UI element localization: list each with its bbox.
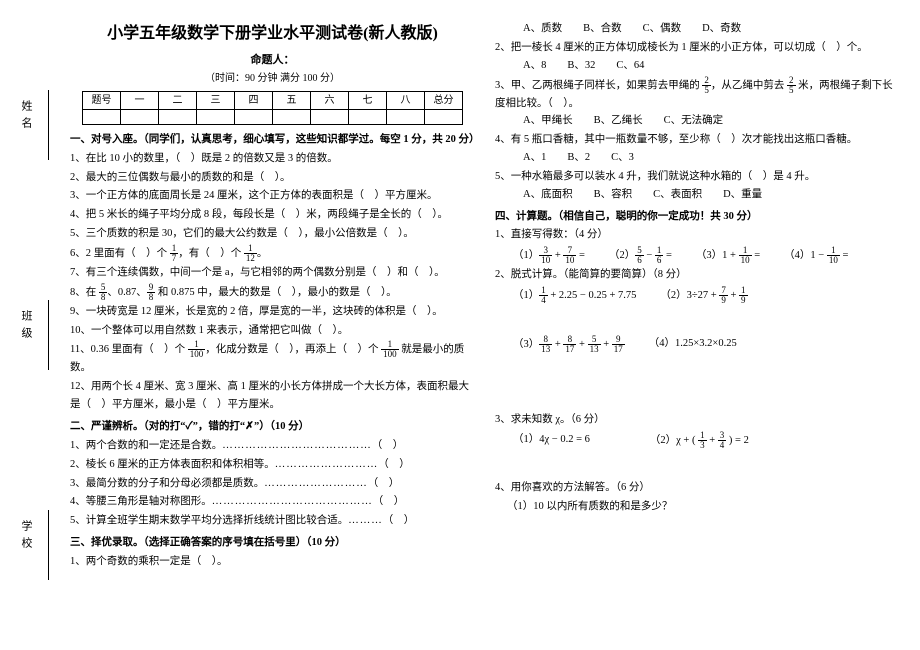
- s1-q9: 9、一块砖宽是 12 厘米，长是宽的 2 倍，厚是宽的一半，这块砖的体积是（ ）…: [70, 303, 475, 321]
- s2-q4: 4、等腰三角形是轴对称图形。……………………………………（ ）: [70, 493, 475, 511]
- s1-q2: 2、最大的三位偶数与最小的质数的和是（ ）。: [70, 169, 475, 187]
- s1-q5: 5、三个质数的积是 30，它们的最大公约数是（ ），最小公倍数是（ ）。: [70, 225, 475, 243]
- s3-q4: 4、有 5 瓶口香糖，其中一瓶数量不够，至少称（ ）次才能找出这瓶口香糖。: [495, 131, 900, 149]
- s4-p3-label: 3、求未知数 χ。（6 分）: [495, 411, 900, 429]
- s4-p2-2: （2）3÷27 + 79 + 19: [660, 286, 747, 305]
- s2-q2: 2、棱长 6 厘米的正方体表面积和体积相等。………………………（ ）: [70, 456, 475, 474]
- sidebar-label-class: 班级: [18, 310, 34, 344]
- score-header-row: 题号 一 二 三 四 五 六 七 八 总分: [83, 91, 463, 109]
- s4-p3-row: （1）4χ − 0.2 = 6 （2）χ + ( 13 + 34 ) = 2: [495, 431, 900, 450]
- s3-q4-opts: A、1 B、2 C、3: [495, 149, 900, 167]
- sidebar-label-name: 姓名: [18, 100, 34, 134]
- s1-q10: 10、一个整体可以用自然数 1 来表示，通常把它叫做（ ）。: [70, 322, 475, 340]
- th: 二: [159, 91, 197, 109]
- s3-q2: 2、把一棱长 4 厘米的正方体切成棱长为 1 厘米的小正方体，可以切成（ ）个。: [495, 39, 900, 57]
- sidebar-label-school: 学校: [18, 520, 34, 554]
- s4-p2-1: （1）14 + 2.25 − 0.25 + 7.75: [513, 286, 636, 305]
- s1-q11: 11、0.36 里面有（ ）个 1100，化成分数是（ ），再添上（ ）个 11…: [70, 340, 475, 377]
- s4-p1-3: （3）1 + 110 =: [696, 246, 760, 265]
- s4-p2a-row: （1）14 + 2.25 − 0.25 + 7.75 （2）3÷27 + 79 …: [495, 286, 900, 305]
- s1-q12: 12、用两个长 4 厘米、宽 3 厘米、高 1 厘米的小长方体拼成一个大长方体，…: [70, 378, 475, 414]
- th: 六: [311, 91, 349, 109]
- s1-q3: 3、一个正方体的底面周长是 24 厘米，这个正方体的表面积是（ ）平方厘米。: [70, 187, 475, 205]
- score-value-row: [83, 109, 463, 124]
- sidebar-line: [48, 90, 49, 160]
- section3-heading: 三、择优录取。（选择正确答案的序号填在括号里）（10 分）: [70, 534, 475, 552]
- s4-p2b-row: （3）813 + 817 + 513 + 917 （4）1.25×3.2×0.2…: [495, 335, 900, 354]
- s4-p1-row: （1）310 + 710 = （2）56 − 16 = （3）1 + 110 =…: [495, 246, 900, 265]
- s3-q2-opts: A、8 B、32 C、64: [495, 57, 900, 75]
- section4-heading: 四、计算题。（相信自己，聪明的你一定成功！共 30 分）: [495, 208, 900, 226]
- binding-sidebar: 姓名 班级 学校: [0, 0, 60, 650]
- s1-q6: 6、2 里面有（ ）个 17，有（ ）个 112。: [70, 244, 475, 263]
- s2-q1: 1、两个合数的和一定还是合数。…………………………………（ ）: [70, 437, 475, 455]
- th: 一: [121, 91, 159, 109]
- timing: （时间：90 分钟 满分 100 分）: [70, 70, 475, 87]
- s1-q4: 4、把 5 米长的绳子平均分成 8 段，每段长是（ ）米，两段绳子是全长的（ ）…: [70, 206, 475, 224]
- section1-heading: 一、对号入座。（同学们，认真思考，细心填写，这些知识都学过。每空 1 分，共 2…: [70, 131, 475, 149]
- s3-q1-opts: A、质数 B、合数 C、偶数 D、奇数: [495, 20, 900, 38]
- th: 总分: [425, 91, 463, 109]
- s1-q7: 7、有三个连续偶数，中间一个是 a，与它相邻的两个偶数分别是（ ）和（ ）。: [70, 264, 475, 282]
- s4-p1-4: （4）1 − 110 =: [784, 246, 848, 265]
- th: 七: [349, 91, 387, 109]
- s4-p4-1: （1）10 以内所有质数的和是多少？: [495, 498, 900, 516]
- th: 题号: [83, 91, 121, 109]
- s4-p2-label: 2、脱式计算。（能简算的要简算）（8 分）: [495, 266, 900, 284]
- th: 八: [387, 91, 425, 109]
- s4-p1-label: 1、直接写得数：（4 分）: [495, 226, 900, 244]
- th: 四: [235, 91, 273, 109]
- column-right: A、质数 B、合数 C、偶数 D、奇数 2、把一棱长 4 厘米的正方体切成棱长为…: [495, 20, 900, 640]
- exam-title: 小学五年级数学下册学业水平测试卷(新人教版): [70, 20, 475, 47]
- score-table: 题号 一 二 三 四 五 六 七 八 总分: [82, 91, 463, 125]
- s3-q5-opts: A、底面积 B、容积 C、表面积 D、重量: [495, 186, 900, 204]
- s4-p1-2: （2）56 − 16 =: [609, 246, 672, 265]
- s3-q5: 5、一种水箱最多可以装水 4 升，我们就说这种水箱的（ ）是 4 升。: [495, 168, 900, 186]
- s1-q8: 8、在 58、0.87、98 和 0.875 中，最大的数是（ ），最小的数是（…: [70, 283, 475, 302]
- s3-q3: 3、甲、乙两根绳子同样长，如果剪去甲绳的 25，从乙绳中剪去 25 米，两根绳子…: [495, 76, 900, 113]
- th: 三: [197, 91, 235, 109]
- section2-heading: 二、严谨辨析。（对的打“✓”，错的打“✗”）（10 分）: [70, 418, 475, 436]
- sidebar-line: [48, 510, 49, 580]
- s2-q3: 3、最简分数的分子和分母必须都是质数。………………………（ ）: [70, 475, 475, 493]
- s1-q1: 1、在比 10 小的数里，（ ）既是 2 的倍数又是 3 的倍数。: [70, 150, 475, 168]
- s4-p3-1: （1）4χ − 0.2 = 6: [513, 431, 590, 450]
- column-left: 小学五年级数学下册学业水平测试卷(新人教版) 命题人： （时间：90 分钟 满分…: [70, 20, 475, 640]
- s4-p3-2: （2）χ + ( 13 + 34 ) = 2: [650, 431, 749, 450]
- s4-p1-1: （1）310 + 710 =: [513, 246, 585, 265]
- s4-p2-4: （4）1.25×3.2×0.25: [649, 335, 737, 354]
- s2-q5: 5、计算全班学生期末数学平均分选择折线统计图比较合适。………（ ）: [70, 512, 475, 530]
- s3-q1: 1、两个奇数的乘积一定是（ ）。: [70, 553, 475, 571]
- s4-p4-label: 4、用你喜欢的方法解答。（6 分）: [495, 479, 900, 497]
- sidebar-line: [48, 300, 49, 370]
- s3-q3-opts: A、甲绳长 B、乙绳长 C、无法确定: [495, 112, 900, 130]
- author-label: 命题人：: [70, 51, 475, 70]
- page-columns: 小学五年级数学下册学业水平测试卷(新人教版) 命题人： （时间：90 分钟 满分…: [70, 20, 900, 640]
- th: 五: [273, 91, 311, 109]
- s4-p2-3: （3）813 + 817 + 513 + 917: [513, 335, 625, 354]
